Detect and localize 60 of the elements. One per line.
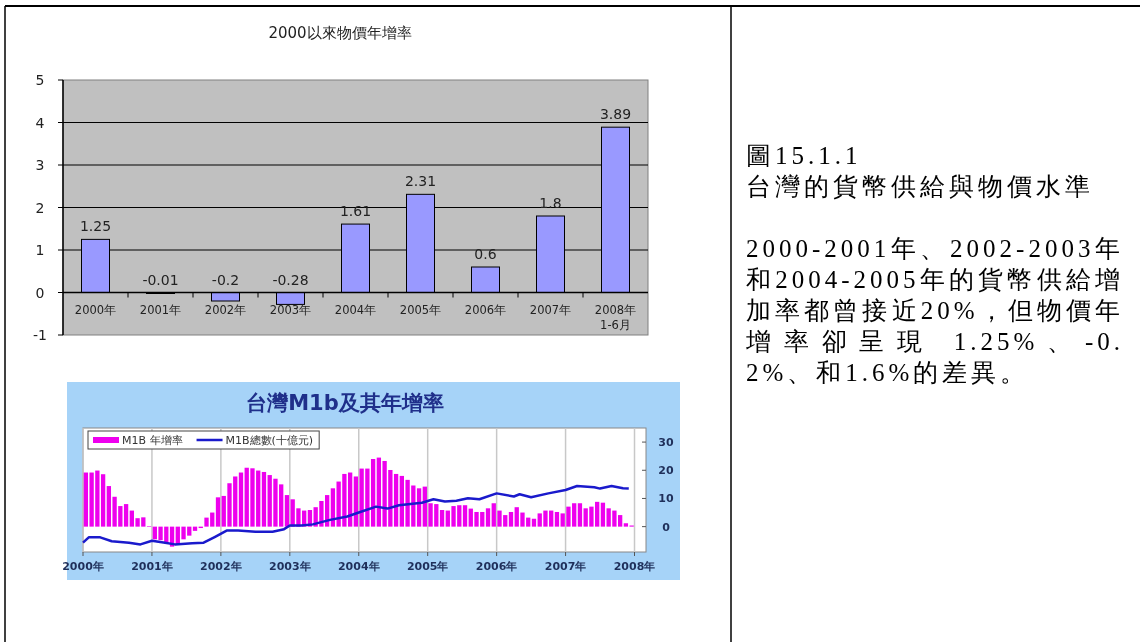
legend-label: M1B 年增率 — [122, 434, 183, 447]
bar — [261, 471, 267, 527]
x-tick-label: 2006年 — [464, 302, 507, 317]
x-tick-label: 2008年 1-6月 — [594, 302, 637, 332]
bar — [577, 503, 583, 527]
x-tick-label: 2002年 — [204, 302, 247, 317]
x-tick-label: 2004年 — [334, 302, 377, 317]
x-tick-label: 2005年 — [399, 302, 442, 317]
legend-label: M1B總數(十億元) — [225, 434, 314, 447]
bar — [485, 508, 491, 527]
x-tick-label: 2003年 — [269, 302, 312, 317]
y-tick-label: 1 — [35, 242, 45, 258]
y-tick-label: -1 — [33, 327, 47, 343]
text: 台灣的貨幣供給與物價水準 — [746, 172, 1095, 202]
y-tick-label: 2 — [35, 199, 45, 216]
y-tick-label: 0 — [662, 520, 671, 534]
data-label: 0.6 — [474, 246, 497, 262]
text: 圖15.1.1 — [746, 141, 863, 171]
data-label: 3.89 — [599, 106, 632, 123]
y-tick-label: 4 — [35, 114, 45, 131]
x-tick-label: 2001年 — [131, 560, 173, 573]
x-tick-label: 2000年 — [62, 560, 104, 573]
bar — [416, 488, 422, 527]
bar — [123, 504, 129, 527]
x-tick-label: 2007年 — [544, 560, 587, 573]
data-label: 1.61 — [339, 203, 372, 220]
data-label: 1.8 — [539, 195, 562, 211]
y-tick-label: 5 — [35, 72, 45, 88]
bar — [284, 495, 290, 527]
bar — [600, 502, 606, 527]
bar — [508, 511, 514, 527]
data-label: 2.31 — [404, 173, 437, 190]
bar — [238, 472, 244, 527]
y-tick-label: 30 — [658, 436, 674, 450]
x-tick-label: 2008年 — [613, 560, 656, 573]
x-tick-label: 2006年 — [475, 560, 518, 573]
bar — [531, 518, 537, 527]
text: 2000-2001年、2002-2003年和2004-2005年的貨幣供給增加率都曾接近20%，但物價年增率卻呈現 1.25%、-0.2%、和1.6%的差異。 — [746, 234, 1124, 388]
bar — [439, 510, 445, 527]
line-series — [81, 484, 631, 546]
y-tick-label: 20 — [658, 464, 674, 478]
data-label: -0.01 — [142, 271, 179, 288]
data-label: -0.28 — [272, 271, 309, 288]
y-tick-label: 10 — [658, 492, 674, 506]
y-tick-label: 3 — [35, 157, 45, 173]
x-tick-label: 2005年 — [406, 560, 449, 573]
data-label: 1.25 — [79, 218, 112, 235]
data-label: -0.2 — [211, 271, 240, 288]
x-tick-label: 2000年 — [74, 302, 117, 317]
x-tick-label: 2007年 — [529, 302, 572, 317]
y-tick-label: 0 — [35, 284, 45, 301]
chart-title: 2000以來物價年增率 — [268, 24, 412, 42]
x-tick-label: 2004年 — [337, 560, 380, 573]
x-tick-label: 2003年 — [269, 560, 311, 573]
chart-title: 台灣M1b及其年增率 — [246, 391, 444, 415]
bar — [215, 497, 221, 527]
bar — [554, 511, 560, 527]
x-tick-label: 2002年 — [200, 560, 242, 573]
bar — [462, 505, 468, 527]
x-tick-label: 2001年 — [139, 302, 182, 317]
